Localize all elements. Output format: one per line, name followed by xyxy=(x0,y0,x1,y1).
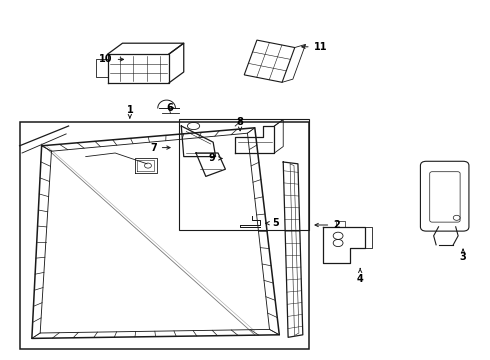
Bar xyxy=(179,119,309,230)
Text: 5: 5 xyxy=(266,218,279,228)
Text: 7: 7 xyxy=(150,143,170,153)
Text: 3: 3 xyxy=(460,249,466,262)
Text: 9: 9 xyxy=(209,153,222,163)
Text: 11: 11 xyxy=(302,42,327,52)
Text: 4: 4 xyxy=(357,269,364,284)
Text: 2: 2 xyxy=(315,220,340,230)
Text: 6: 6 xyxy=(167,103,173,113)
Text: 8: 8 xyxy=(237,117,244,131)
Text: 10: 10 xyxy=(99,54,123,64)
Bar xyxy=(20,122,309,349)
Text: 1: 1 xyxy=(126,105,133,118)
Bar xyxy=(244,40,295,82)
